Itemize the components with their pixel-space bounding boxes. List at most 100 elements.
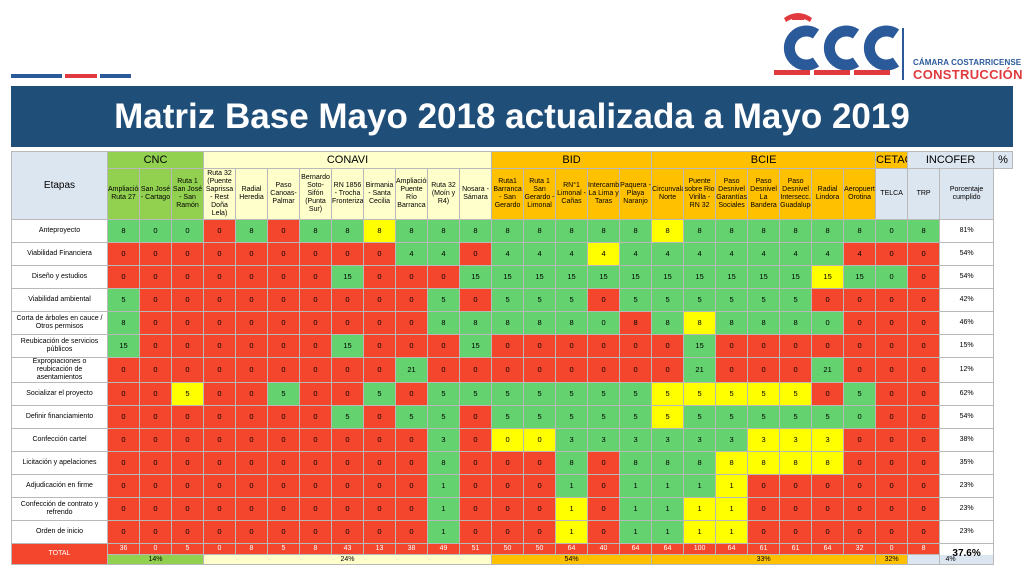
matrix-cell: 0 bbox=[107, 356, 140, 384]
matrix-cell: 0 bbox=[203, 520, 236, 545]
matrix-cell: 1 bbox=[555, 474, 589, 499]
matrix-cell: 0 bbox=[203, 356, 236, 384]
project-header: Ampliación Puente Río Barranca bbox=[395, 168, 428, 220]
matrix-cell: 8 bbox=[683, 451, 717, 476]
project-header: Paquera - Playa Naranjo bbox=[619, 168, 653, 220]
row-percent: 23% bbox=[939, 474, 995, 499]
matrix-cell: 4 bbox=[683, 242, 717, 266]
matrix-cell: 8 bbox=[491, 219, 525, 243]
matrix-cell: 15 bbox=[843, 265, 877, 289]
matrix-cell: 15 bbox=[747, 265, 781, 289]
table-project-header-row: Ampliación Ruta 27 San José - Cartago Ruta… bbox=[12, 168, 1013, 220]
matrix-cell: 0 bbox=[107, 382, 140, 407]
matrix-cell: 3 bbox=[779, 428, 813, 453]
matrix-cell: 0 bbox=[299, 311, 332, 335]
matrix-cell: 0 bbox=[395, 428, 428, 453]
matrix-cell: 8 bbox=[779, 311, 813, 335]
ccc-logo bbox=[770, 10, 1015, 82]
project-header: Paso Canoas-Palmar bbox=[267, 168, 300, 220]
project-header: Ampliación Ruta 27 bbox=[107, 168, 140, 220]
matrix-cell: 0 bbox=[779, 356, 813, 384]
matrix-cell: 15 bbox=[555, 265, 589, 289]
project-header: Ruta 1 San José - San Ramón bbox=[171, 168, 204, 220]
matrix-cell: 0 bbox=[235, 428, 268, 453]
matrix-cell: 0 bbox=[139, 265, 172, 289]
matrix-cell: 0 bbox=[587, 334, 621, 358]
matrix-cell: 0 bbox=[875, 520, 909, 545]
table-row: Anteproyecto 8 0 0 0 8 0 8 8 8 8 8 8 8 8 8 8 8 8 8 8 8 8 8 8 0 8 81… bbox=[11, 219, 1013, 243]
matrix-cell: 0 bbox=[171, 242, 204, 266]
total-cell: 64 bbox=[651, 543, 685, 556]
matrix-cell: 0 bbox=[331, 428, 364, 453]
matrix-cell: 0 bbox=[875, 356, 909, 384]
matrix-cell: 0 bbox=[747, 497, 781, 522]
matrix-cell: 5 bbox=[171, 382, 204, 407]
matrix-cell: 0 bbox=[171, 405, 204, 430]
matrix-cell: 8 bbox=[555, 451, 589, 476]
matrix-cell: 15 bbox=[715, 265, 749, 289]
matrix-cell: 5 bbox=[811, 405, 845, 430]
matrix-cell: 0 bbox=[747, 520, 781, 545]
matrix-cell: 5 bbox=[619, 288, 653, 312]
matrix-cell: 0 bbox=[363, 520, 396, 545]
matrix-cell: 0 bbox=[907, 520, 941, 545]
etapas-header: Etapas bbox=[11, 151, 108, 220]
matrix-cell: 1 bbox=[427, 497, 460, 522]
matrix-cell: 3 bbox=[747, 428, 781, 453]
matrix-cell: 8 bbox=[715, 219, 749, 243]
matrix-cell: 0 bbox=[299, 520, 332, 545]
matrix-cell: 21 bbox=[811, 356, 845, 384]
matrix-cell: 1 bbox=[427, 520, 460, 545]
table-row: Socializar el proyecto 0 0 5 0 0 5 0 0 5 0 5 5 5 5 5 5 5 5… bbox=[11, 382, 1013, 407]
stage-label: Adjudicación en firme bbox=[11, 474, 108, 499]
matrix-cell: 0 bbox=[203, 497, 236, 522]
matrix-cell: 0 bbox=[267, 265, 300, 289]
matrix-cell: 0 bbox=[779, 497, 813, 522]
total-cell: 5 bbox=[267, 543, 300, 556]
row-percent: 15% bbox=[939, 334, 995, 358]
matrix-cell: 0 bbox=[843, 474, 877, 499]
matrix-cell: 8 bbox=[651, 451, 685, 476]
matrix-cell: 0 bbox=[747, 356, 781, 384]
project-header: Radial Lindora bbox=[811, 168, 845, 220]
matrix-cell: 0 bbox=[107, 451, 140, 476]
logo-text-line1: CÁMARA COSTARRICENSE DE LA bbox=[913, 58, 1024, 67]
group-percent: 14% bbox=[107, 554, 204, 566]
matrix-cell: 0 bbox=[875, 382, 909, 407]
total-cell: 64 bbox=[811, 543, 845, 556]
matrix-cell: 0 bbox=[363, 405, 396, 430]
matrix-cell: 0 bbox=[395, 451, 428, 476]
matrix-cell: 0 bbox=[395, 334, 428, 358]
matrix-cell: 0 bbox=[139, 311, 172, 335]
matrix-cell: 21 bbox=[683, 356, 717, 384]
matrix-cell: 0 bbox=[235, 265, 268, 289]
matrix-cell: 0 bbox=[907, 334, 941, 358]
total-cell: 0 bbox=[139, 543, 172, 556]
matrix-cell: 0 bbox=[875, 311, 909, 335]
matrix-cell: 15 bbox=[619, 265, 653, 289]
matrix-cell: 0 bbox=[203, 288, 236, 312]
matrix-cell: 8 bbox=[779, 451, 813, 476]
stage-label: Reubicación de servicios públicos bbox=[11, 334, 108, 358]
matrix-cell: 0 bbox=[779, 474, 813, 499]
matrix-cell: 0 bbox=[363, 242, 396, 266]
matrix-cell: 0 bbox=[171, 474, 204, 499]
matrix-cell: 1 bbox=[619, 497, 653, 522]
matrix-cell: 0 bbox=[395, 520, 428, 545]
matrix-cell: 1 bbox=[715, 497, 749, 522]
matrix-cell: 3 bbox=[715, 428, 749, 453]
matrix-cell: 0 bbox=[299, 497, 332, 522]
matrix-cell: 8 bbox=[747, 219, 781, 243]
table-row: Reubicación de servicios públicos 15 0 0 0 0 0… bbox=[11, 334, 1013, 358]
matrix-cell: 5 bbox=[491, 382, 525, 407]
matrix-cell: 0 bbox=[171, 219, 204, 243]
matrix-cell: 0 bbox=[811, 311, 845, 335]
matrix-cell: 0 bbox=[363, 265, 396, 289]
stage-label: Viabilidad ambiental bbox=[11, 288, 108, 312]
total-cell: 8 bbox=[907, 543, 941, 556]
matrix-cell: 5 bbox=[427, 382, 460, 407]
matrix-cell: 0 bbox=[843, 334, 877, 358]
matrix-cell: 0 bbox=[299, 334, 332, 358]
matrix-cell: 5 bbox=[747, 405, 781, 430]
matrix-cell: 0 bbox=[491, 356, 525, 384]
